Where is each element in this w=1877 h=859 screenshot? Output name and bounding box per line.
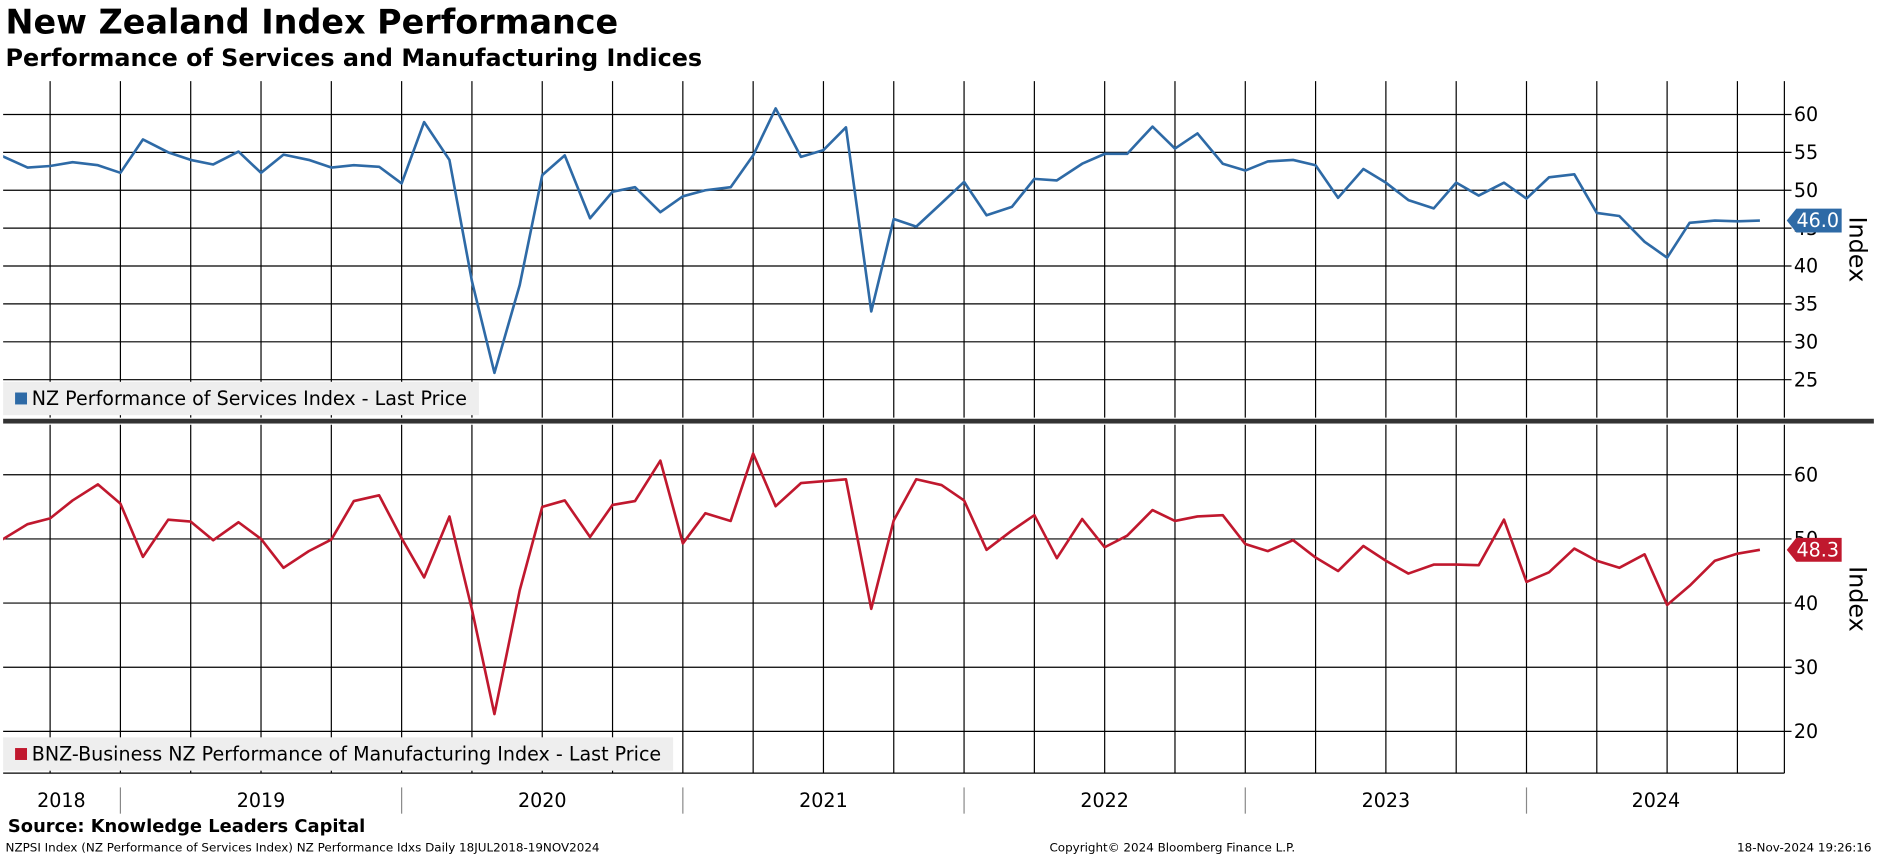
y-tick-label: 30 <box>1794 331 1818 353</box>
x-tick-label: 2024 <box>1632 790 1681 812</box>
chart-subtitle: Performance of Services and Manufacturin… <box>6 44 703 72</box>
x-tick-label: 2020 <box>518 790 567 812</box>
timestamp: 18-Nov-2024 19:26:16 <box>1737 841 1871 855</box>
legend-box <box>3 737 674 771</box>
x-tick-label: 2021 <box>799 790 848 812</box>
last-value-label: 46.0 <box>1797 210 1839 232</box>
legend-label: NZ Performance of Services Index - Last … <box>32 388 467 410</box>
y-tick-label: 25 <box>1794 369 1818 391</box>
legend-label: BNZ-Business NZ Performance of Manufactu… <box>32 744 661 766</box>
x-tick-label: 2022 <box>1080 790 1129 812</box>
y-tick-label: 30 <box>1794 657 1818 679</box>
y-tick-label: 55 <box>1794 142 1818 164</box>
legend: NZ Performance of Services Index - Last … <box>3 381 479 416</box>
x-tick-label: 2023 <box>1362 790 1411 812</box>
x-tick-label: 2018 <box>37 790 86 812</box>
legend: BNZ-Business NZ Performance of Manufactu… <box>3 737 674 771</box>
last-value-badge <box>1786 537 1842 562</box>
y-tick-label: 60 <box>1794 464 1818 486</box>
last-value-badge <box>1786 208 1842 233</box>
y-tick-label: 20 <box>1794 721 1818 743</box>
y-tick-label: 40 <box>1794 256 1818 278</box>
panel-separator <box>3 418 1874 424</box>
footer-note: NZPSI Index (NZ Performance of Services … <box>6 841 600 855</box>
y-tick-label: 35 <box>1794 294 1818 316</box>
y-tick-label: 40 <box>1794 593 1818 615</box>
copyright: Copyright© 2024 Bloomberg Finance L.P. <box>1049 841 1295 855</box>
last-value-label: 48.3 <box>1797 540 1839 562</box>
legend-swatch <box>15 748 28 760</box>
y-tick-label: 50 <box>1794 180 1818 202</box>
legend-box <box>3 381 479 416</box>
chart-title: New Zealand Index Performance <box>6 2 619 41</box>
y-tick-label: 60 <box>1794 104 1818 126</box>
legend-swatch <box>15 392 28 405</box>
y-axis-label: Index <box>1843 566 1871 632</box>
x-tick-label: 2019 <box>237 790 286 812</box>
series-line <box>3 452 1761 716</box>
source: Source: Knowledge Leaders Capital <box>8 816 365 837</box>
series-line <box>3 107 1760 375</box>
y-axis-label: Index <box>1843 217 1871 283</box>
